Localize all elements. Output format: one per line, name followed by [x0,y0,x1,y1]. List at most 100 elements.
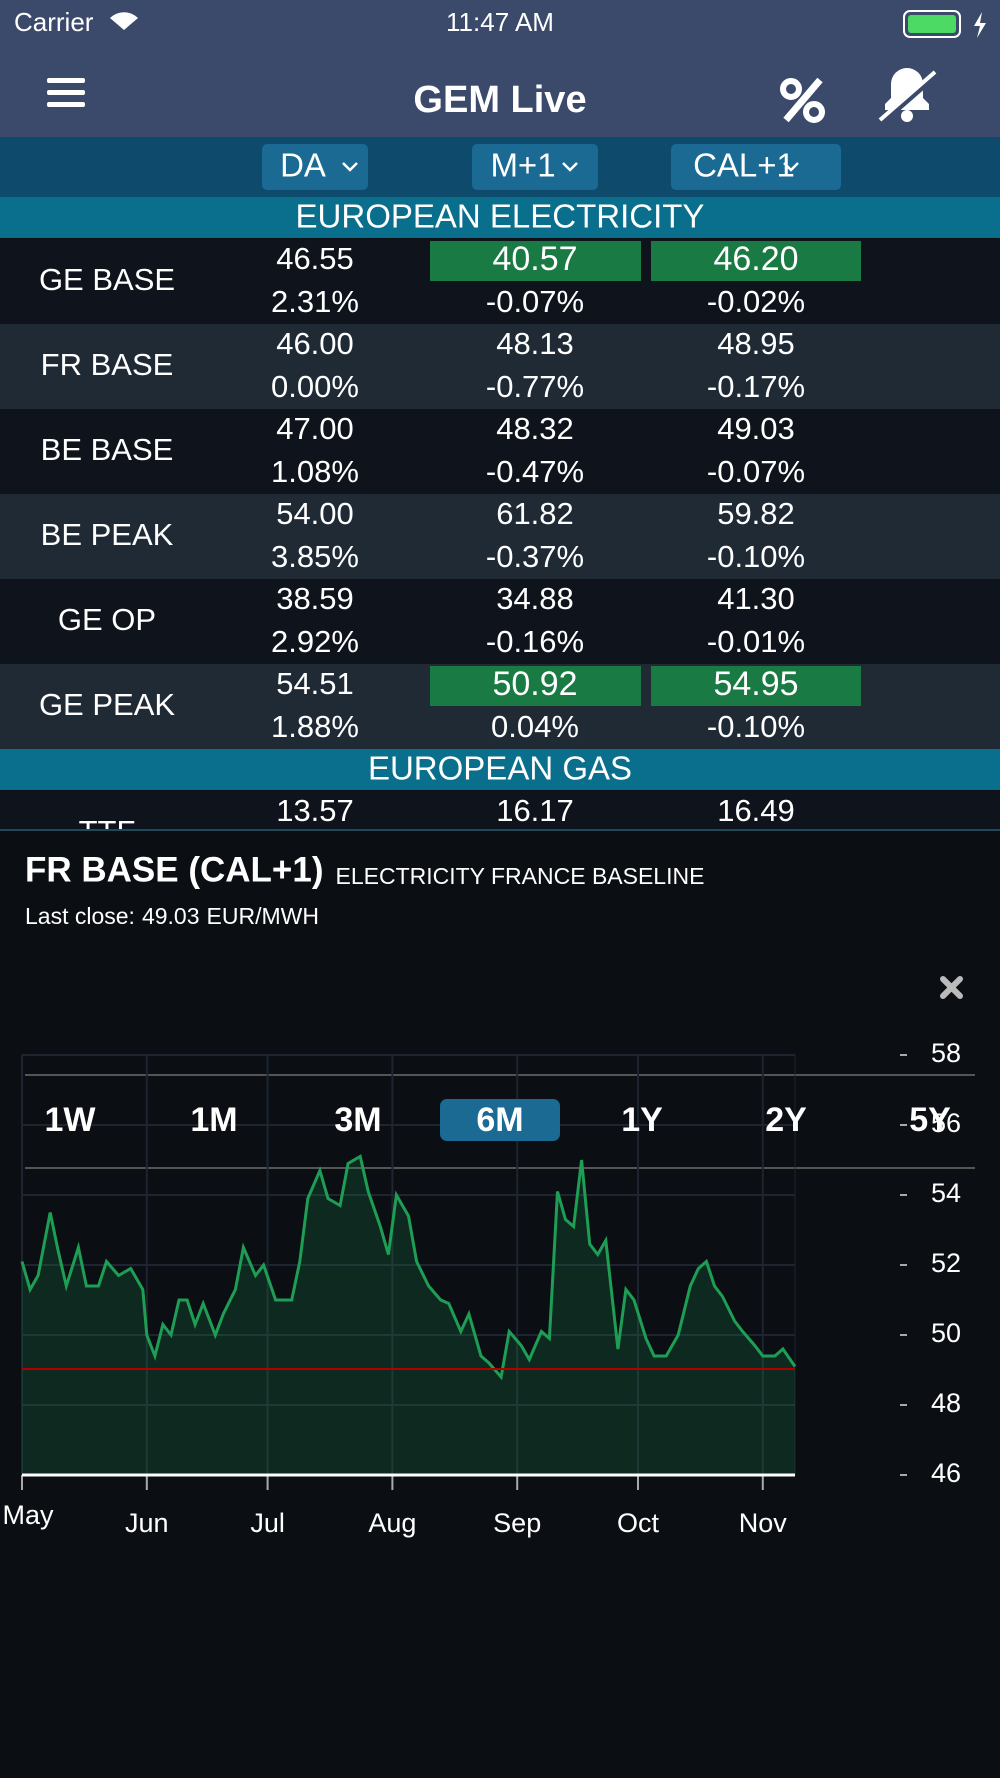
section-title: EUROPEAN ELECTRICITY [296,198,705,235]
price: 48.95 [717,326,795,361]
change: -0.17% [707,369,805,404]
price: 50.92 [492,665,577,703]
price: 41.30 [717,581,795,616]
range-tab[interactable]: 3M [334,1101,381,1139]
instrument-name: GE PEAK [39,687,175,722]
row-background[interactable] [0,409,1000,494]
y-tick-label: 50 [931,1318,961,1348]
price: 13.57 [276,793,354,828]
price: 47.00 [276,411,354,446]
last-close-label: Last close: [25,903,135,929]
close-button[interactable] [940,976,963,999]
section-header [0,197,1000,238]
last-close-unit: EUR/MWH [207,903,319,929]
popup-subtitle: ELECTRICITY FRANCE BASELINE [336,863,705,889]
range-tab[interactable]: 6M [476,1101,523,1139]
change: -0.10% [707,539,805,574]
price-table: DA M+1 CAL+1 EUROPEAN ELECTRICITY GE BASE 46.… [0,144,1000,849]
row-background[interactable] [0,494,1000,579]
price-chart: 46 48 50 52 54 56 58 May Jun Jul Aug Sep Oct Nov [2,1038,961,1538]
change: -0.10% [707,709,805,744]
popup-title: FR BASE (CAL+1) [25,850,324,889]
row-background[interactable] [0,791,1000,830]
y-tick-label: 54 [931,1178,961,1208]
y-tick-label: 56 [931,1108,961,1138]
change: -0.77% [486,369,584,404]
x-tick-label: May [2,1500,54,1530]
row-background[interactable] [0,324,1000,409]
column-label: M+1 [490,147,555,184]
dropdown-chevron [342,162,358,172]
change: -0.07% [486,284,584,319]
change: -0.16% [486,624,584,659]
price: 34.88 [496,581,574,616]
price-highlight [651,241,861,281]
x-tick-label: Jul [250,1508,285,1538]
range-tab[interactable]: 1W [45,1101,97,1139]
detail-panel [0,830,1000,1778]
instrument-name: BE PEAK [41,517,174,552]
dropdown-chevron [562,162,578,172]
column-label: DA [280,147,326,184]
change: 0.04% [491,709,579,744]
instrument-name: TTF [79,814,136,849]
last-close-value: 49.03 [142,903,200,929]
column-selector[interactable] [671,144,841,190]
x-tick-label: Jun [125,1508,169,1538]
area-fill [22,1156,795,1475]
change: -0.37% [486,539,584,574]
price: 46.20 [713,240,798,278]
column-selector[interactable] [472,144,598,190]
price-highlight [430,666,641,706]
change: 1.08% [271,454,359,489]
y-tick-label: 48 [931,1388,961,1418]
price: 49.03 [717,411,795,446]
price: 54.00 [276,496,354,531]
battery-icon [903,10,986,38]
price: 48.32 [496,411,574,446]
percent-button[interactable] [780,77,825,123]
menu-button[interactable] [47,78,85,107]
price-line [20,1154,797,1381]
price: 54.51 [276,666,354,701]
range-tab[interactable]: 1M [190,1101,237,1139]
range-tab[interactable]: 1Y [621,1101,663,1139]
column-label: CAL+1 [693,147,795,184]
price-highlight [430,241,641,281]
alerts-off-button[interactable] [878,68,937,127]
range-tab[interactable]: 2Y [765,1101,807,1139]
nav-background [0,0,1000,137]
price: 16.17 [496,793,574,828]
nav-title: GEM Live [413,79,586,121]
y-tick-label: 52 [931,1248,961,1278]
range-selected [440,1099,560,1141]
x-tick-label: Nov [739,1508,788,1538]
clock: 11:47 AM [446,7,554,37]
change: 3.85% [271,539,359,574]
y-tick-label: 46 [931,1458,961,1488]
change: 1.88% [271,709,359,744]
change: -0.01% [707,624,805,659]
price: 46.55 [276,241,354,276]
change: 2.31% [271,284,359,319]
price: 40.57 [492,240,577,278]
section-header [0,749,1000,790]
change: -0.07% [707,454,805,489]
dropdown-chevron [783,162,799,172]
change: 0.00% [271,369,359,404]
price: 54.95 [713,665,798,703]
y-tick-label: 58 [931,1038,961,1068]
x-tick-label: Oct [617,1508,660,1538]
column-selector[interactable] [262,144,368,190]
price: 38.59 [276,581,354,616]
instrument-name: FR BASE [41,347,174,382]
wifi-icon [110,12,138,31]
carrier: Carrier [14,7,94,37]
change: -0.02% [707,284,805,319]
price-highlight [651,666,861,706]
row-background[interactable] [0,579,1000,664]
price: 46.00 [276,326,354,361]
price: 16.49 [717,793,795,828]
range-tab[interactable]: 5Y [909,1101,951,1139]
